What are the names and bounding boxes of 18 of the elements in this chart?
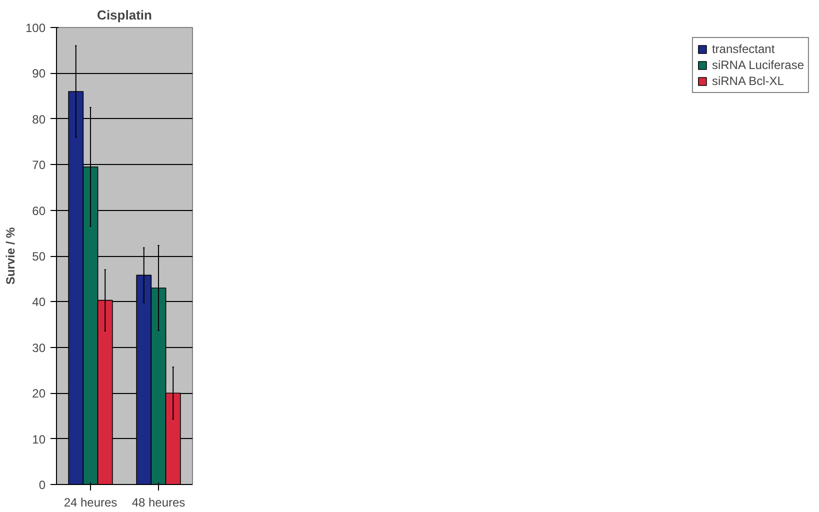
legend-label: siRNA Bcl-XL <box>712 74 784 88</box>
y-axis-title: Survie / % <box>3 226 18 285</box>
y-tick-label: 0 <box>38 478 46 492</box>
y-tick-label: 60 <box>32 204 46 218</box>
y-tick-label: 20 <box>32 386 46 401</box>
y-tick-label: 70 <box>32 158 46 172</box>
y-tick-label: 80 <box>32 112 46 126</box>
y-tick-label: 30 <box>32 340 46 355</box>
y-tick-label: 100 <box>25 21 46 35</box>
legend-label: transfectant <box>712 42 775 56</box>
x-tick-label: 24 heures <box>64 496 118 510</box>
chart-title: Cisplatin <box>97 8 152 22</box>
legend-label: siRNA Luciferase <box>712 58 804 72</box>
x-tick-label: 48 heures <box>132 496 186 510</box>
y-tick-label: 50 <box>32 250 46 264</box>
y-tick-label: 40 <box>32 295 46 310</box>
y-tick-label: 10 <box>32 432 46 446</box>
y-tick-label: 90 <box>32 66 46 81</box>
